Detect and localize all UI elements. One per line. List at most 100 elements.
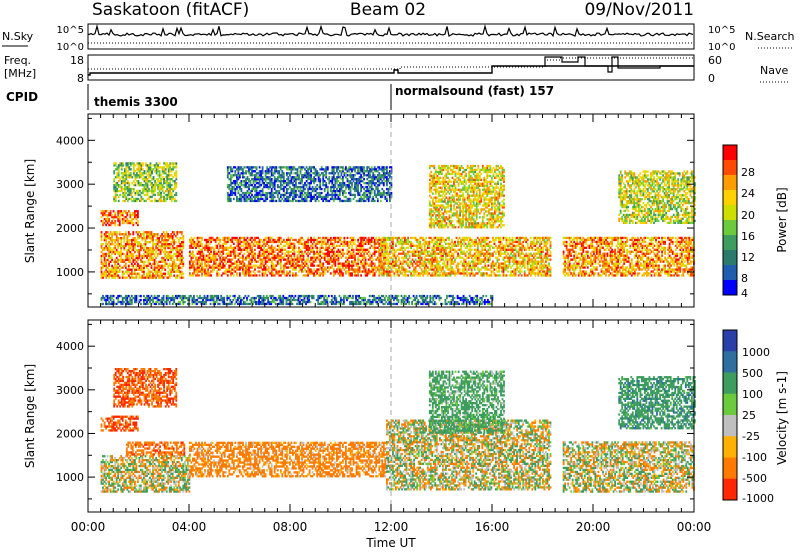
power-echo-cell <box>317 195 320 199</box>
power-echo-cell <box>148 172 150 175</box>
power-echo-cell <box>149 170 152 173</box>
power-echo-cell <box>281 166 284 169</box>
power-echo-cell <box>196 250 199 253</box>
power-echo-cell <box>258 270 261 273</box>
power-echo-cell <box>137 258 139 262</box>
power-echo-cell <box>216 236 219 240</box>
power-echo-cell <box>373 193 376 197</box>
power-echo-cell <box>378 250 381 253</box>
power-echo-cell <box>336 176 338 179</box>
power-echo-cell <box>150 252 153 256</box>
power-echo-cell <box>317 176 320 179</box>
power-echo-cell <box>319 246 322 249</box>
power-echo-cell <box>382 246 385 249</box>
power-echo-cell <box>446 274 449 277</box>
power-echo-cell <box>126 212 129 215</box>
power-echo-cell <box>126 193 129 197</box>
power-echo-cell <box>364 191 367 195</box>
power-echo-cell <box>272 252 275 255</box>
power-echo-cell <box>340 252 343 255</box>
power-echo-cell <box>423 264 426 267</box>
power-echo-cell <box>302 166 305 169</box>
power-echo-cell <box>103 274 106 277</box>
power-echo-cell <box>410 260 412 263</box>
power-echo-cell <box>108 270 110 273</box>
power-echo-cell <box>334 172 337 175</box>
power-echo-cell <box>167 176 170 179</box>
power-echo-cell <box>423 272 426 275</box>
power-echo-cell <box>115 243 118 246</box>
power-echo-cell <box>361 244 364 247</box>
power-echo-cell <box>435 248 438 251</box>
power-echo-cell <box>302 266 305 269</box>
power-echo-cell <box>292 197 294 201</box>
power-echo-cell <box>389 244 391 247</box>
power-echo-cell <box>144 260 147 263</box>
power-echo-cell <box>161 260 163 263</box>
power-echo-cell <box>130 268 133 271</box>
power-echo-cell <box>364 170 367 173</box>
power-echo-cell <box>319 184 322 187</box>
power-echo-cell <box>292 189 294 193</box>
power-echo-cell <box>364 199 367 203</box>
power-echo-cell <box>196 238 199 242</box>
power-echo-cell <box>100 233 103 236</box>
power-echo-cell <box>411 254 414 257</box>
power-echo-cell <box>299 256 302 259</box>
power-echo-cell <box>354 254 356 257</box>
power-echo-cell <box>325 242 328 245</box>
power-echo-cell <box>162 264 165 267</box>
power-echo-cell <box>155 250 157 254</box>
power-echo-cell <box>413 236 415 240</box>
power-echo-cell <box>310 191 312 195</box>
power-echo-cell <box>361 242 364 245</box>
power-echo-cell <box>146 266 148 269</box>
power-echo-cell <box>386 238 388 242</box>
power-echo-cell <box>319 262 322 265</box>
power-echo-cell <box>273 258 276 261</box>
power-echo-cell <box>446 264 449 267</box>
power-echo-cell <box>156 241 159 244</box>
power-echo-cell <box>149 184 152 187</box>
power-echo-cell <box>164 274 167 277</box>
power-echo-cell <box>164 233 167 236</box>
power-echo-cell <box>439 264 441 267</box>
power-echo-cell <box>299 250 302 253</box>
power-echo-cell <box>272 262 275 265</box>
power-echo-cell <box>225 252 228 255</box>
power-echo-cell <box>189 238 191 242</box>
power-echo-cell <box>172 164 175 167</box>
power-echo-cell <box>370 191 373 195</box>
power-echo-cell <box>140 172 143 175</box>
power-echo-cell <box>345 270 347 273</box>
power-echo-cell <box>352 178 355 181</box>
power-echo-cell <box>354 185 356 189</box>
power-echo-cell <box>269 191 272 195</box>
power-echo-cell <box>147 272 150 275</box>
power-echo-cell <box>289 266 291 269</box>
power-echo-cell <box>168 274 171 277</box>
power-echo-cell <box>246 244 249 247</box>
power-echo-cell <box>420 258 423 261</box>
power-echo-cell <box>284 191 287 195</box>
power-echo-cell <box>245 240 247 244</box>
power-echo-cell <box>398 274 400 277</box>
power-echo-cell <box>130 243 133 246</box>
power-echo-cell <box>286 187 288 191</box>
power-echo-cell <box>332 244 335 247</box>
power-echo-cell <box>239 256 241 259</box>
power-echo-cell <box>157 187 159 191</box>
power-echo-cell <box>378 266 381 269</box>
power-echo-cell <box>355 184 358 187</box>
power-echo-cell <box>307 266 309 269</box>
power-echo-cell <box>103 264 106 267</box>
power-echo-cell <box>348 191 350 195</box>
power-echo-cell <box>149 233 151 236</box>
power-echo-cell <box>122 172 125 175</box>
power-echo-cell <box>216 244 219 247</box>
power-echo-cell <box>293 193 296 197</box>
power-echo-cell <box>157 178 159 181</box>
power-echo-cell <box>228 166 231 169</box>
power-echo-cell <box>123 193 126 197</box>
power-echo-cell <box>109 237 112 240</box>
